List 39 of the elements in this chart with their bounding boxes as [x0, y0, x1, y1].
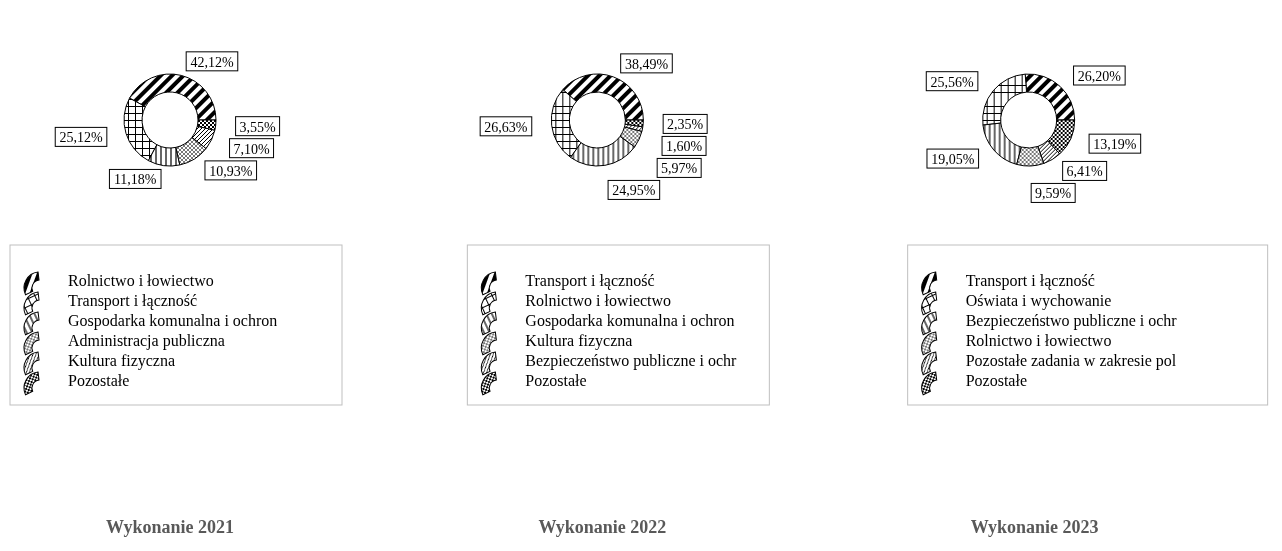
data-label: 24,95%: [612, 183, 656, 199]
data-label: 3,55%: [239, 119, 276, 135]
data-label: 26,20%: [1077, 69, 1122, 84]
legend-label: Transport i łączność: [965, 272, 1095, 290]
data-label: 38,49%: [624, 56, 669, 72]
data-label: 26,63%: [484, 119, 528, 135]
data-label: 10,93%: [209, 163, 253, 179]
legend-label: Pozostałe zadania w zakresie pol: [965, 352, 1177, 370]
legend-label: Administracja publiczna: [68, 332, 225, 350]
data-label: 9,59%: [1035, 186, 1072, 202]
legend-label: Pozostałe: [525, 372, 587, 389]
data-label: 6,41%: [1066, 164, 1104, 180]
legend-label: Gospodarka komunalna i ochron: [525, 312, 735, 330]
data-label: 5,97%: [661, 161, 698, 177]
data-label: 2,35%: [667, 117, 704, 133]
legend-label: Bezpieczeństwo publiczne i ochr: [965, 312, 1178, 330]
text: Wykonanie 2021: [106, 517, 234, 537]
data-label: 11,18%: [113, 172, 157, 188]
data-label: 25,56%: [930, 74, 974, 90]
legend-label: Pozostałe: [965, 372, 1027, 389]
data-label: 1,60%: [665, 139, 703, 155]
legend-label: Kultura fizyczna: [68, 352, 176, 370]
legend-label: Kultura fizyczna: [525, 332, 633, 350]
data-label: 19,05%: [931, 152, 975, 168]
text: Wykonanie 2022: [538, 517, 667, 537]
data-label: 7,10%: [233, 141, 270, 157]
data-label: 25,12%: [59, 130, 103, 146]
legend-label: Bezpieczeństwo publiczne i ochr: [525, 352, 738, 370]
legend-label: Transport i łączność: [525, 272, 655, 290]
legend-label: Gospodarka komunalna i ochron: [68, 312, 278, 330]
data-label: 42,12%: [190, 54, 234, 70]
data-label: 13,19%: [1093, 137, 1137, 153]
legend-label: Rolnictwo i łowiectwo: [525, 292, 672, 309]
legend-label: Oświata i wychowanie: [965, 292, 1112, 310]
legend-label: Transport i łączność: [68, 292, 198, 310]
legend-label: Rolnictwo i łowiectwo: [965, 332, 1112, 349]
legend-label: Rolnictwo i łowiectwo: [68, 272, 214, 289]
text: Wykonanie 2023: [970, 517, 1099, 537]
legend-label: Pozostałe: [68, 372, 130, 389]
